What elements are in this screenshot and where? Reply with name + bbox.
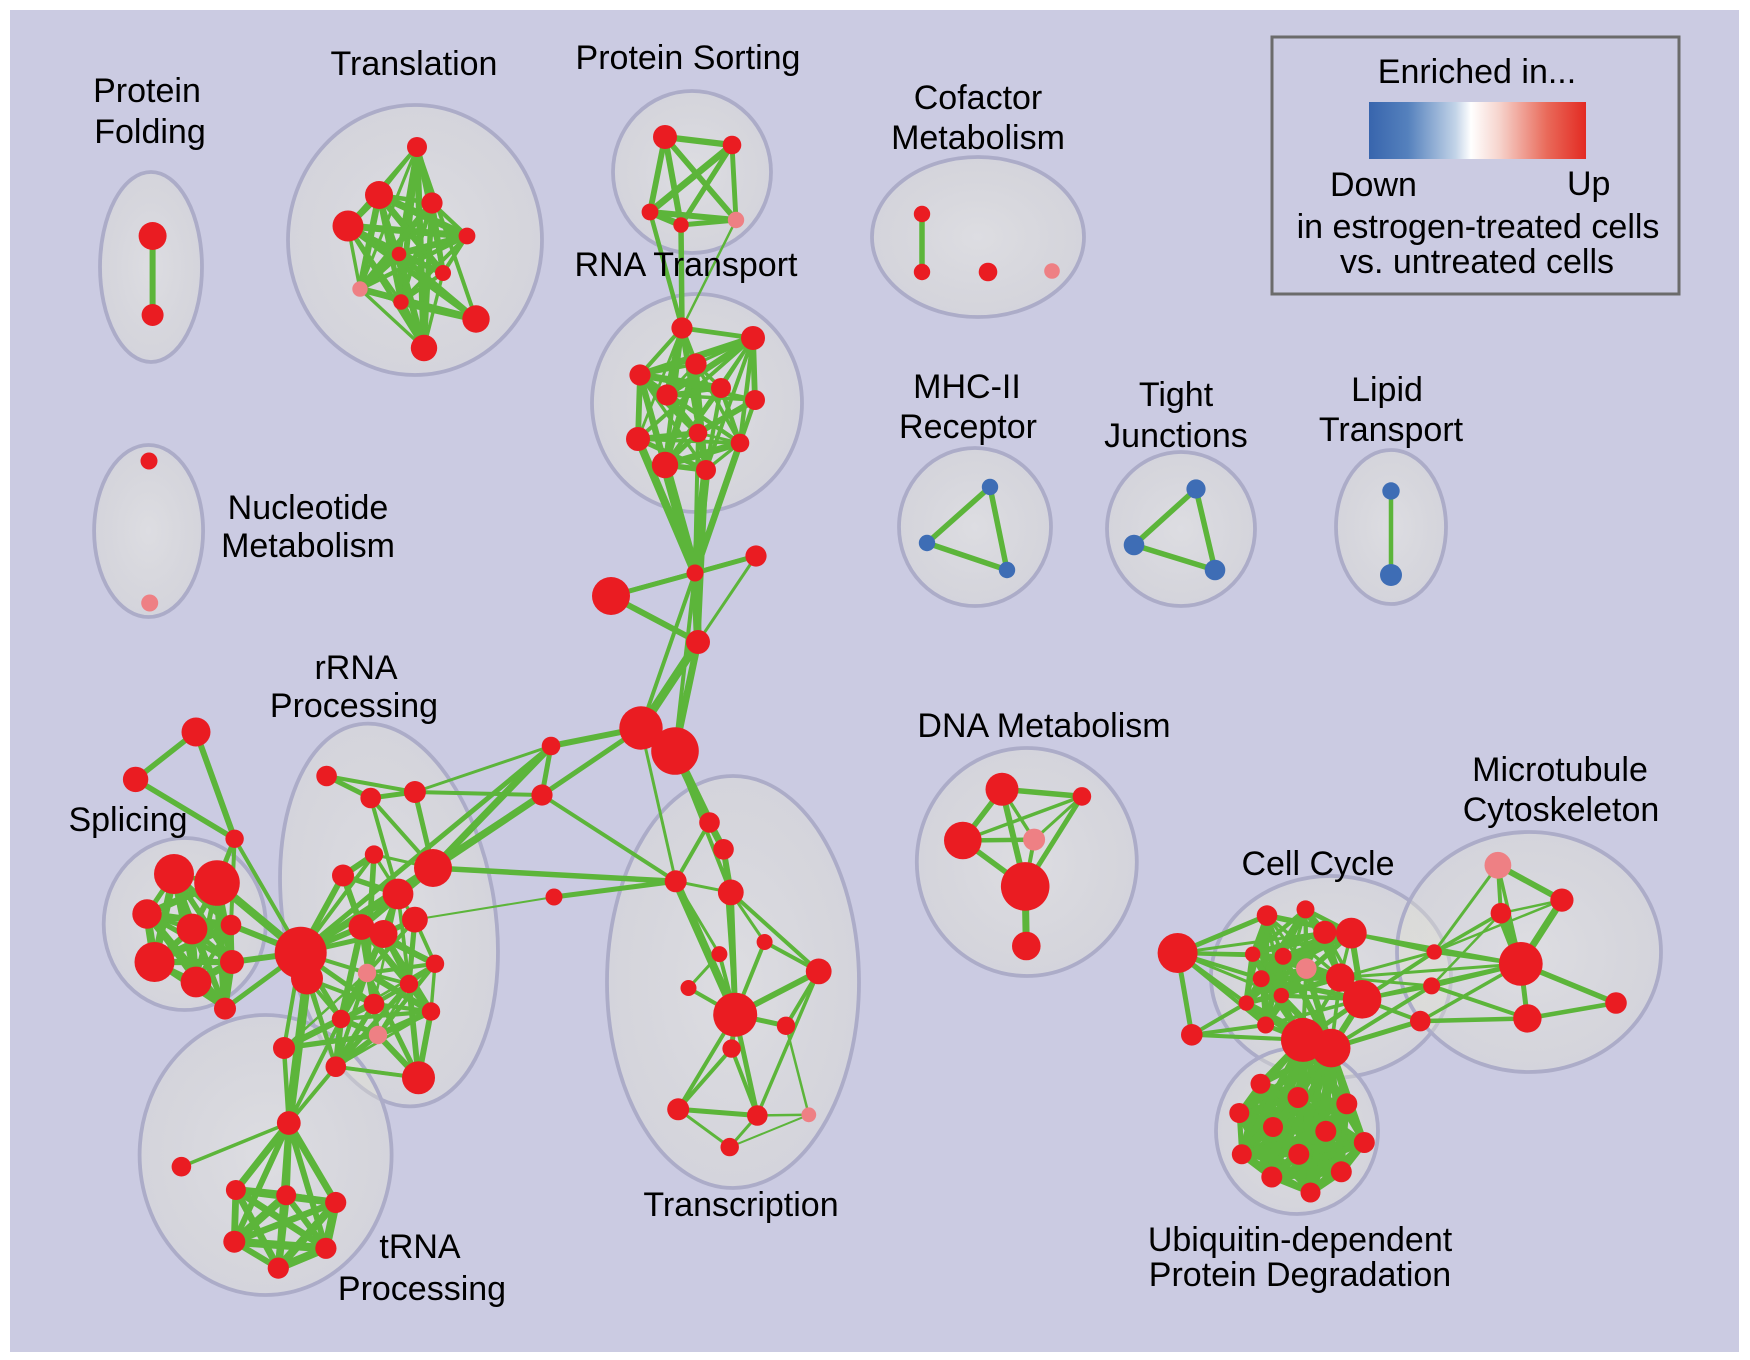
- svg-text:Protein: Protein: [93, 72, 201, 110]
- svg-text:RNA Transport: RNA Transport: [575, 246, 799, 284]
- svg-text:Splicing: Splicing: [68, 801, 187, 839]
- svg-text:Cofactor: Cofactor: [914, 79, 1043, 117]
- svg-text:Folding: Folding: [94, 113, 206, 151]
- svg-text:Transport: Transport: [1319, 411, 1464, 449]
- svg-text:Translation: Translation: [331, 45, 498, 83]
- svg-text:Microtubule: Microtubule: [1472, 751, 1648, 789]
- svg-text:tRNA: tRNA: [379, 1228, 461, 1266]
- svg-text:Junctions: Junctions: [1104, 417, 1248, 455]
- svg-text:Receptor: Receptor: [899, 408, 1037, 446]
- svg-text:MHC-II: MHC-II: [913, 368, 1021, 406]
- svg-text:Metabolism: Metabolism: [891, 119, 1065, 157]
- svg-text:Down: Down: [1330, 166, 1417, 204]
- svg-text:Up: Up: [1567, 165, 1610, 203]
- svg-text:in estrogen-treated cells: in estrogen-treated cells: [1297, 208, 1660, 246]
- svg-text:Enriched in...: Enriched in...: [1378, 53, 1576, 91]
- svg-text:Metabolism: Metabolism: [221, 527, 395, 565]
- svg-text:rRNA: rRNA: [314, 649, 397, 687]
- svg-text:Tight: Tight: [1139, 376, 1214, 414]
- svg-text:DNA Metabolism: DNA Metabolism: [917, 707, 1170, 745]
- svg-text:Ubiquitin-dependent: Ubiquitin-dependent: [1148, 1221, 1453, 1259]
- svg-text:Processing: Processing: [338, 1270, 506, 1308]
- svg-text:Cytoskeleton: Cytoskeleton: [1463, 791, 1660, 829]
- svg-text:Protein Degradation: Protein Degradation: [1149, 1256, 1451, 1294]
- svg-text:Processing: Processing: [270, 687, 438, 725]
- svg-text:Lipid: Lipid: [1351, 371, 1423, 409]
- svg-text:vs. untreated cells: vs. untreated cells: [1340, 243, 1614, 281]
- svg-text:Nucleotide: Nucleotide: [228, 489, 389, 527]
- svg-text:Protein Sorting: Protein Sorting: [576, 39, 801, 77]
- svg-text:Transcription: Transcription: [643, 1186, 838, 1224]
- svg-text:Cell Cycle: Cell Cycle: [1241, 845, 1394, 883]
